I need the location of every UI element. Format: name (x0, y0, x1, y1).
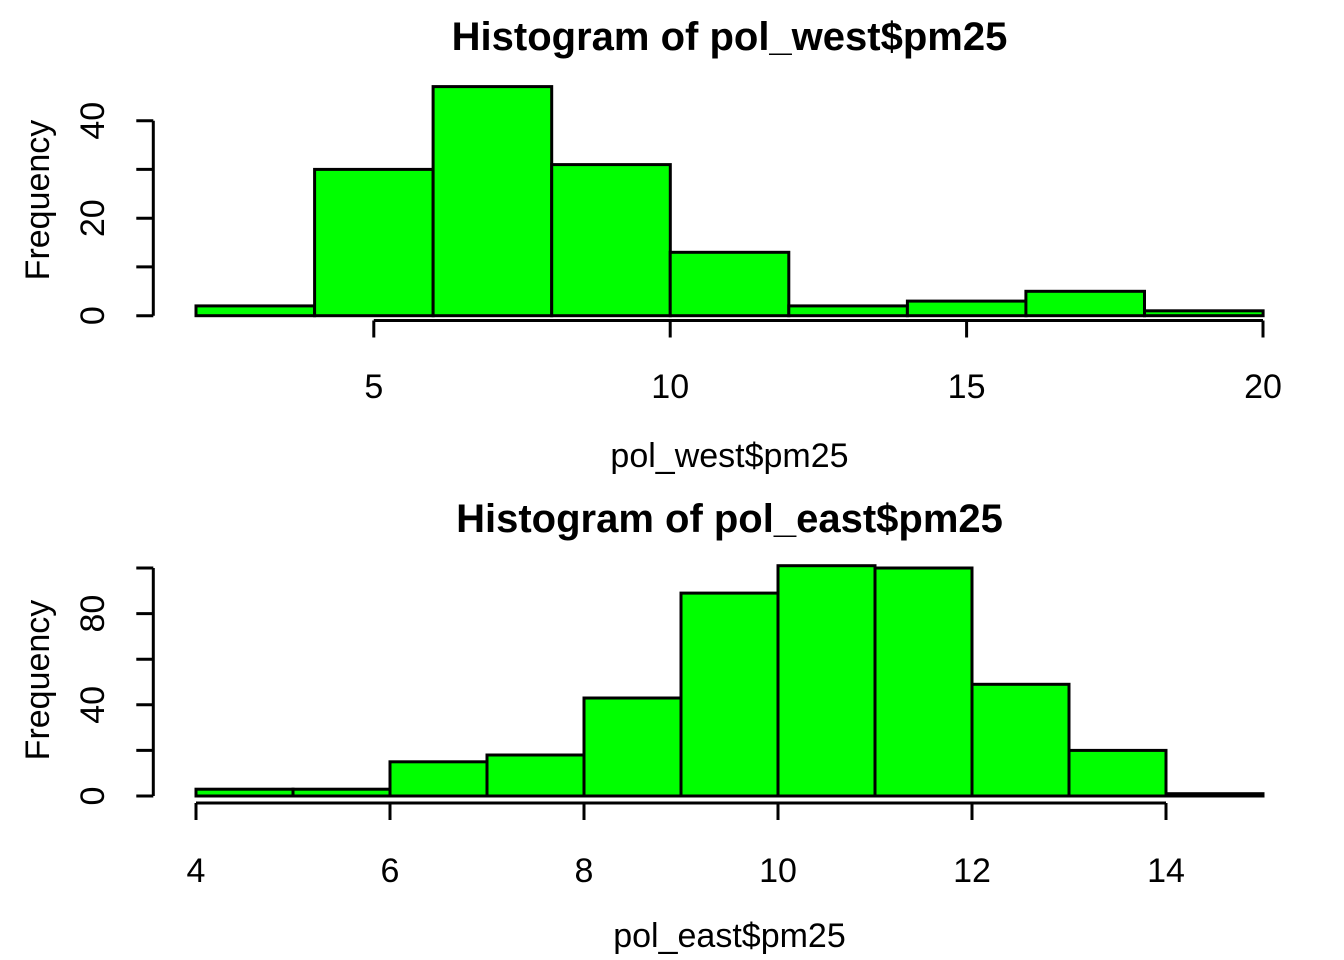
y-tick-label: 40 (74, 686, 112, 724)
histogram-bar (1024, 289, 1147, 318)
histogram-bar (679, 591, 780, 798)
x-tick-label: 6 (381, 852, 400, 890)
histogram-bar (194, 304, 317, 318)
y-tick-label: 80 (74, 595, 112, 633)
x-tick-label: 20 (1244, 368, 1282, 406)
x-tick-label: 14 (1147, 852, 1185, 890)
chart-title-pol-west: Histogram of pol_west$pm25 (451, 15, 1008, 59)
y-axis-label-frequency-east: Frequency (19, 599, 57, 761)
x-tick-label: 5 (364, 368, 383, 406)
histogram-bar (291, 787, 392, 798)
histogram-bar (485, 753, 586, 798)
histogram-bar (313, 167, 435, 318)
y-tick-label: 40 (74, 102, 112, 140)
y-tick-label: 20 (74, 199, 112, 237)
histogram-bar (431, 85, 554, 318)
histogram-bar (970, 682, 1071, 798)
histogram-pol-west: 5 10 15 20 0 20 40 (74, 85, 1282, 406)
histogram-bar (905, 299, 1028, 318)
histogram-bar (1164, 792, 1265, 798)
x-tick-label: 10 (759, 852, 797, 890)
histogram-bar (1143, 309, 1265, 318)
histogram-bar (582, 696, 683, 798)
histogram-bar (194, 787, 295, 798)
y-tick-label: 0 (74, 306, 112, 325)
x-tick-label: 4 (187, 852, 206, 890)
x-axis-label-pol-west: pol_west$pm25 (610, 437, 849, 475)
histogram-bar (550, 163, 672, 318)
histogram-bar (388, 760, 489, 798)
x-tick-label: 12 (953, 852, 991, 890)
chart-title-pol-east: Histogram of pol_east$pm25 (456, 497, 1003, 541)
histogram-bar (1067, 748, 1168, 798)
histogram-bar (873, 566, 974, 798)
y-tick-label: 0 (74, 787, 112, 806)
x-axis-label-pol-east: pol_east$pm25 (613, 917, 846, 955)
x-tick-label: 8 (575, 852, 594, 890)
y-axis-label-frequency-west: Frequency (19, 119, 57, 281)
histogram-bar (787, 304, 909, 318)
x-tick-label: 10 (651, 368, 689, 406)
histogram-bar (776, 564, 877, 798)
x-tick-label: 15 (948, 368, 986, 406)
histogram-bar (668, 250, 791, 318)
histogram-pol-east: 4 6 8 10 12 14 0 40 80 (74, 564, 1265, 890)
